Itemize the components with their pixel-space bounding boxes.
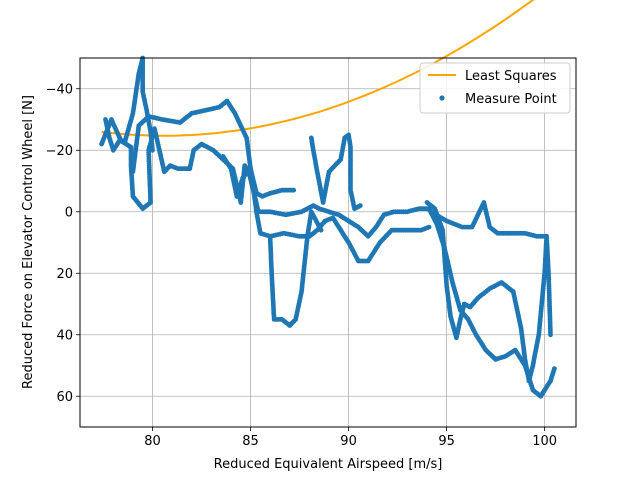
- plot-area-frame: [79, 57, 577, 428]
- x-tick-label: 100: [532, 434, 557, 449]
- least-squares-layer: [101, 0, 535, 137]
- measure-point: [357, 203, 363, 209]
- measure-point: [150, 147, 155, 153]
- x-tick-label: 90: [340, 434, 357, 449]
- y-tick-label: 60: [56, 390, 73, 405]
- measure-point: [552, 366, 557, 371]
- legend-label-measure-point: Measure Point: [465, 92, 557, 107]
- least-squares-line: [101, 0, 535, 137]
- x-tick-label: 95: [438, 434, 455, 449]
- x-axis-label: Reduced Equivalent Airspeed [m/s]: [214, 457, 443, 472]
- y-tick-label: −20: [46, 144, 73, 159]
- legend-frame: [419, 62, 571, 114]
- legend-label-least-squares: Least Squares: [465, 69, 557, 84]
- measure-point: [318, 227, 324, 233]
- y-tick-label: 20: [56, 267, 73, 282]
- x-tick-label: 85: [242, 434, 259, 449]
- legend: Least Squares Measure Point: [419, 62, 571, 114]
- y-tick-label: −40: [46, 82, 73, 97]
- measure-points: [99, 55, 557, 399]
- y-tick-label: 0: [65, 205, 73, 220]
- y-axis-label: Reduced Force on Elevator Control Wheel …: [21, 95, 36, 389]
- measure-point: [291, 187, 297, 193]
- measure-point: [426, 224, 432, 230]
- measure-point: [548, 332, 553, 338]
- y-tick-label: 40: [56, 328, 73, 343]
- axis-ticks: 80 85 90 95 100 −40 −20 0 20 40 60: [46, 82, 557, 449]
- x-tick-label: 80: [144, 434, 161, 449]
- measure-point: [542, 233, 547, 239]
- legend-marker-measure-point: [439, 95, 445, 101]
